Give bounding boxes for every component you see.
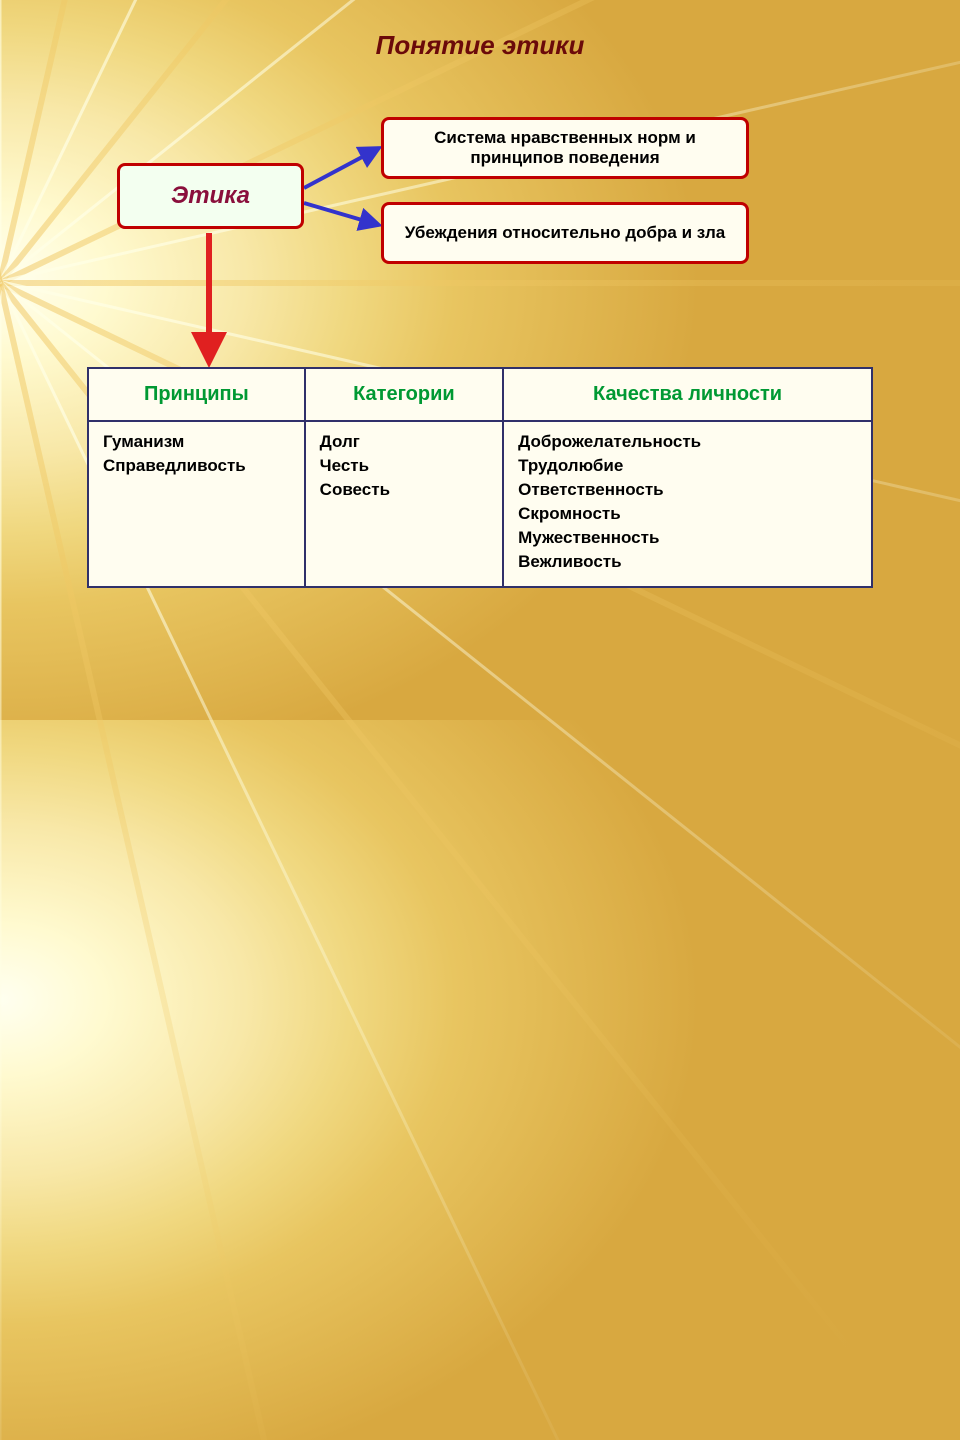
table-header-2: Качества личности (503, 368, 872, 421)
background-rays (0, 280, 1, 281)
page-title: Понятие этики (0, 30, 960, 61)
definition-text-1: Убеждения относительно добра и зла (405, 223, 725, 243)
cell-item: Справедливость (103, 456, 290, 476)
definition-text-0: Система нравственных норм и принципов по… (402, 128, 728, 168)
main-concept-label: Этика (171, 182, 250, 210)
table-header-1: Категории (305, 368, 503, 421)
page-title-text: Понятие этики (376, 30, 585, 60)
cell-item: Вежливость (518, 552, 857, 572)
table-cell-0-0: Гуманизм Справедливость (88, 421, 305, 587)
table-cell-0-1: Долг Честь Совесть (305, 421, 503, 587)
table-row: ГуманизмСправедливостьДолгЧестьСовестьДо… (88, 421, 872, 587)
cell-item: Трудолюбие (518, 456, 857, 476)
cell-item: Честь (320, 456, 488, 476)
cell-item: Ответственность (518, 480, 857, 500)
cell-item: Мужественность (518, 528, 857, 548)
cell-item: Скромность (518, 504, 857, 524)
main-concept-box: Этика (117, 163, 304, 229)
cell-item: Доброжелательность (518, 432, 857, 452)
arrows-layer (0, 0, 960, 720)
definition-box-0: Система нравственных норм и принципов по… (381, 117, 749, 179)
table-cell-0-2: Доброжелательность Трудолюбие Ответственно… (503, 421, 872, 587)
cell-item: Гуманизм (103, 432, 290, 452)
cell-item: Долг (320, 432, 488, 452)
table-header-0: Принципы (88, 368, 305, 421)
cell-item: Совесть (320, 480, 488, 500)
definition-box-1: Убеждения относительно добра и зла (381, 202, 749, 264)
ethics-table: ПринципыКатегорииКачества личности Гумани… (87, 367, 873, 588)
